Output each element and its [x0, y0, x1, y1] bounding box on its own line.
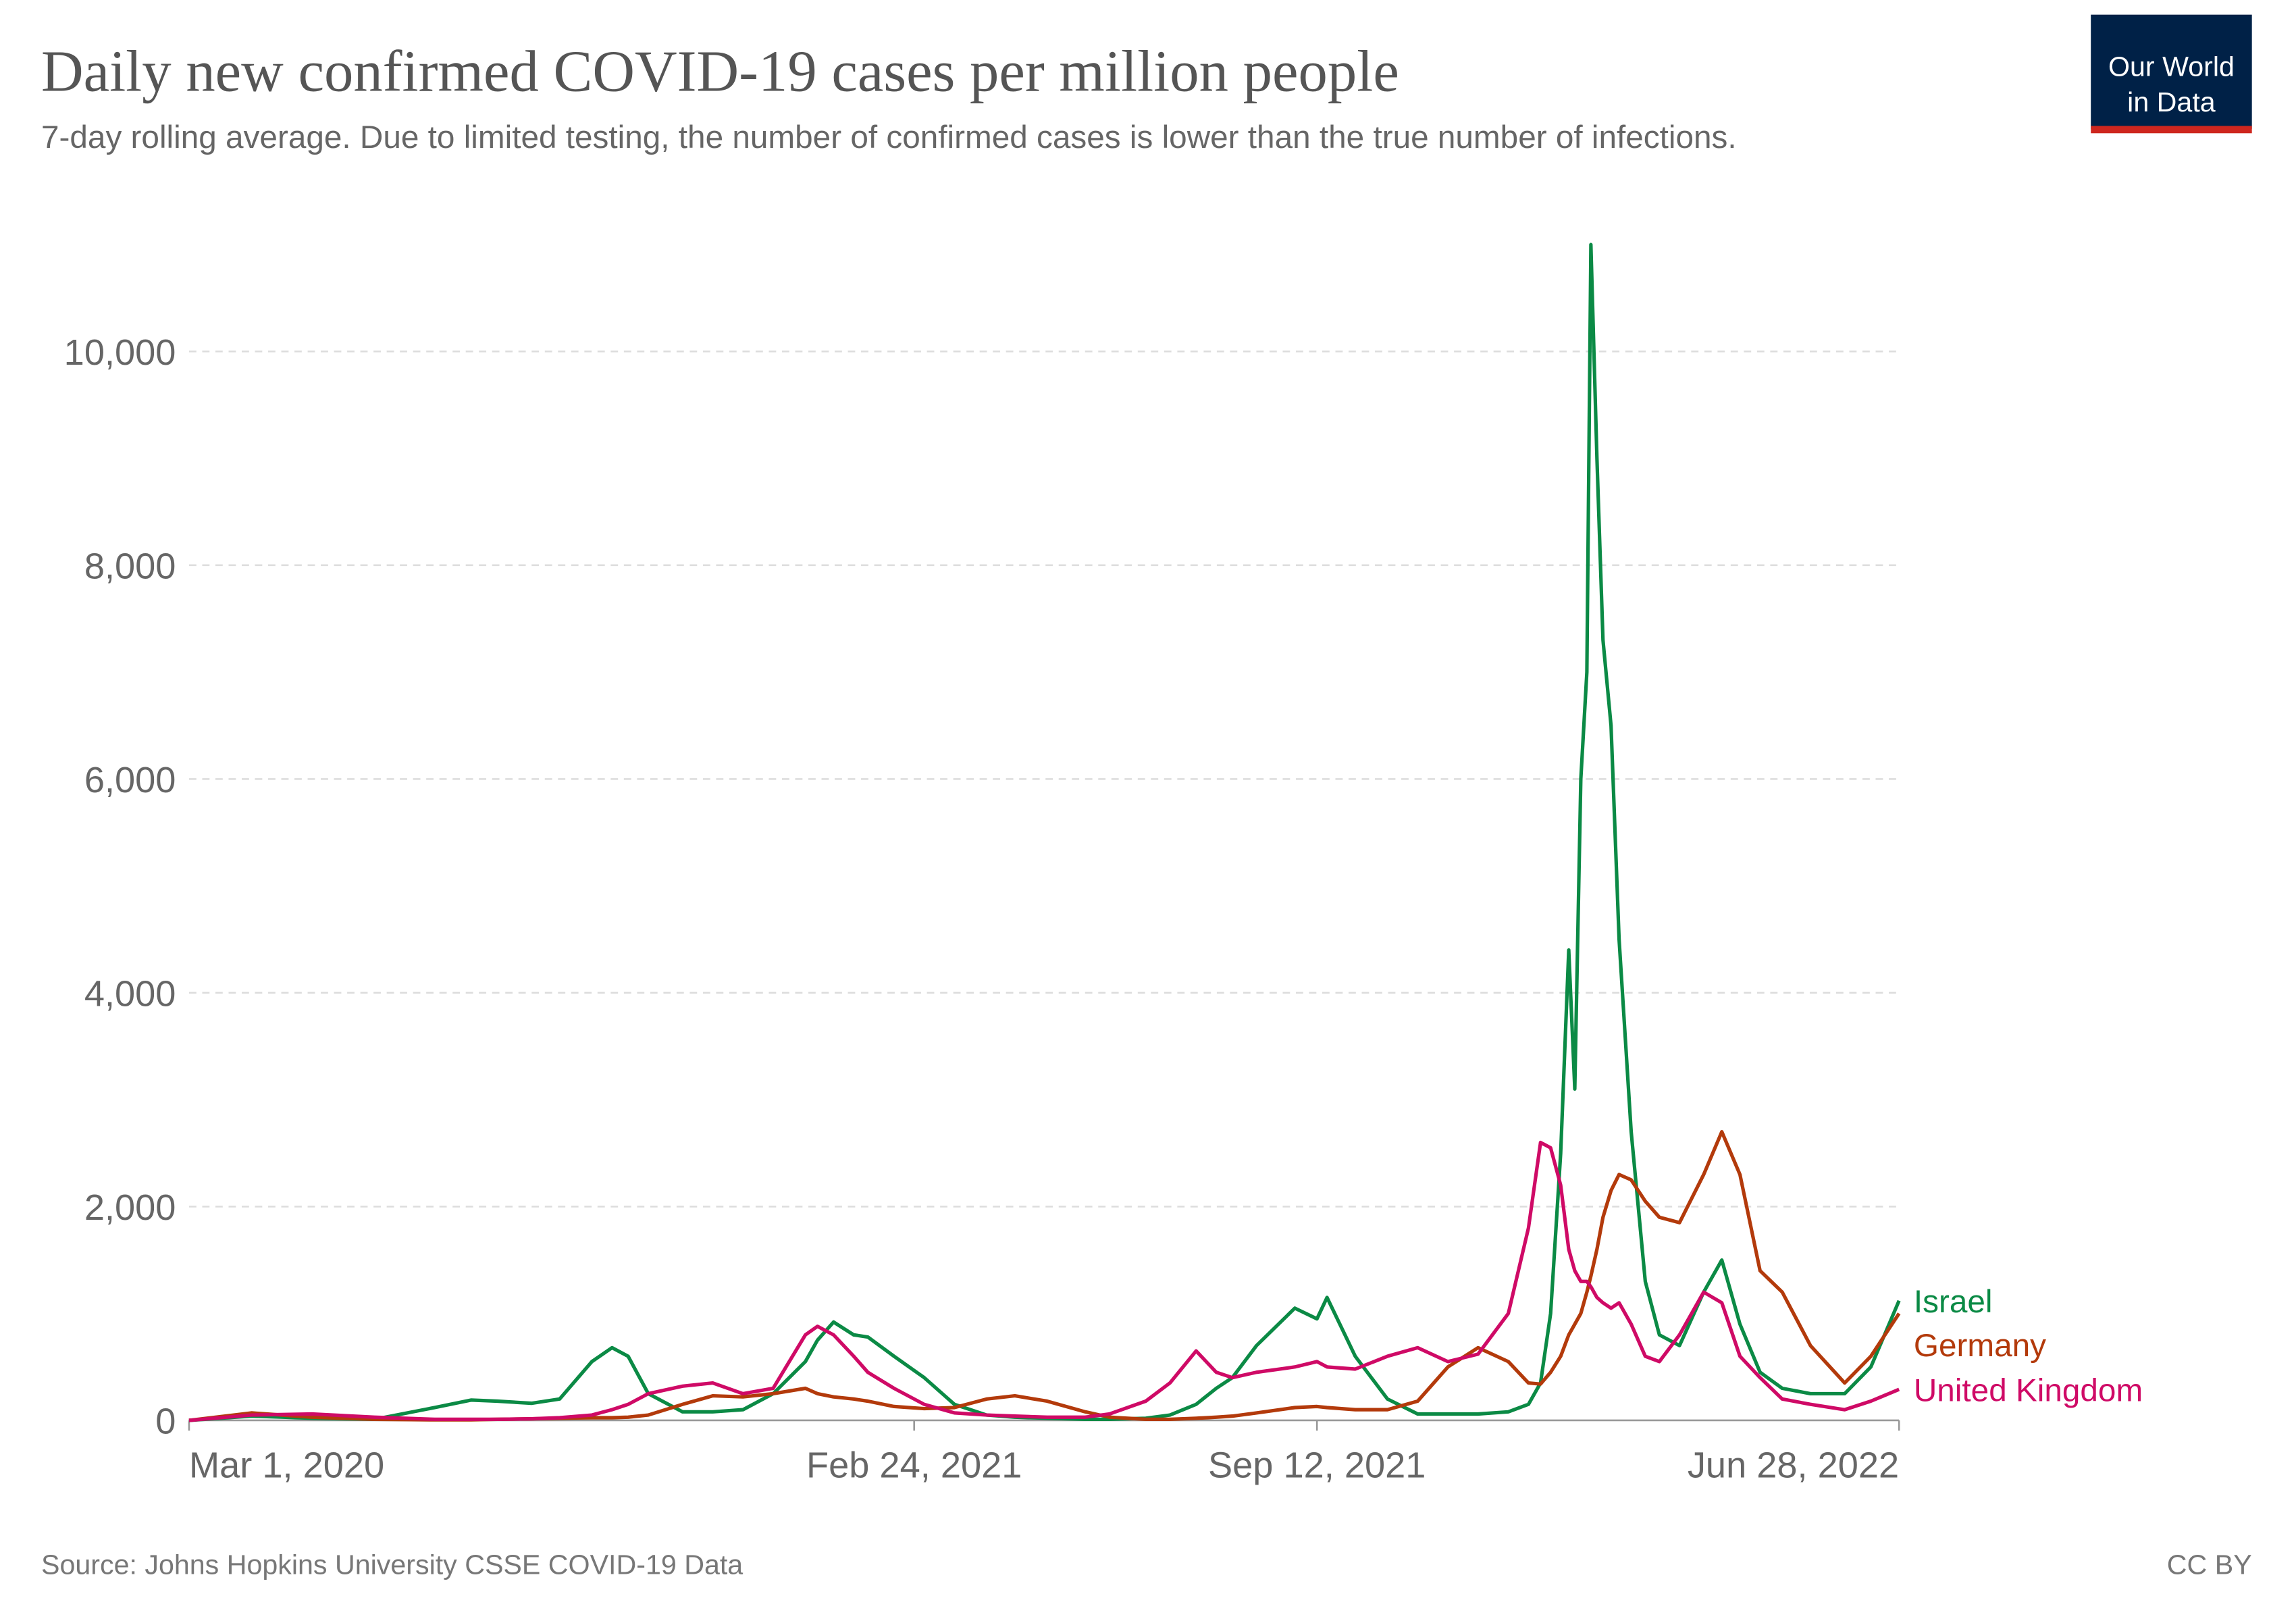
y-tick-label: 6,000 — [84, 760, 176, 800]
logo-bar — [2091, 126, 2252, 134]
x-tick-label: Jun 28, 2022 — [1688, 1445, 1899, 1486]
logo-text: in Data — [2127, 86, 2216, 118]
x-tick-label: Mar 1, 2020 — [189, 1445, 384, 1486]
chart-title: Daily new confirmed COVID-19 cases per m… — [41, 38, 1399, 103]
y-tick-label: 10,000 — [64, 332, 176, 373]
license: CC BY — [2167, 1549, 2252, 1580]
y-tick-label: 0 — [155, 1401, 176, 1441]
series-line — [188, 1140, 1900, 1422]
y-tick-label: 2,000 — [84, 1187, 176, 1228]
logo-box — [2091, 14, 2252, 129]
subtitle-box: 7-day rolling average. Due to limited te… — [41, 118, 1737, 155]
x-tick-label: Sep 12, 2021 — [1208, 1445, 1426, 1486]
logo-text: Our World — [2108, 51, 2235, 82]
series-label: Germany — [1914, 1328, 2046, 1364]
series-line — [188, 242, 1901, 1422]
y-tick-label: 4,000 — [84, 973, 176, 1014]
y-tick-label: 8,000 — [84, 546, 176, 586]
series-label: United Kingdom — [1914, 1372, 2143, 1408]
series-label: Israel — [1914, 1284, 1993, 1320]
series-line — [188, 1130, 1901, 1422]
x-tick-label: Feb 24, 2021 — [806, 1445, 1022, 1486]
subtitle: 7-day rolling average. Due to limited te… — [41, 118, 1737, 155]
source: Source: Johns Hopkins University CSSE CO… — [41, 1549, 743, 1580]
